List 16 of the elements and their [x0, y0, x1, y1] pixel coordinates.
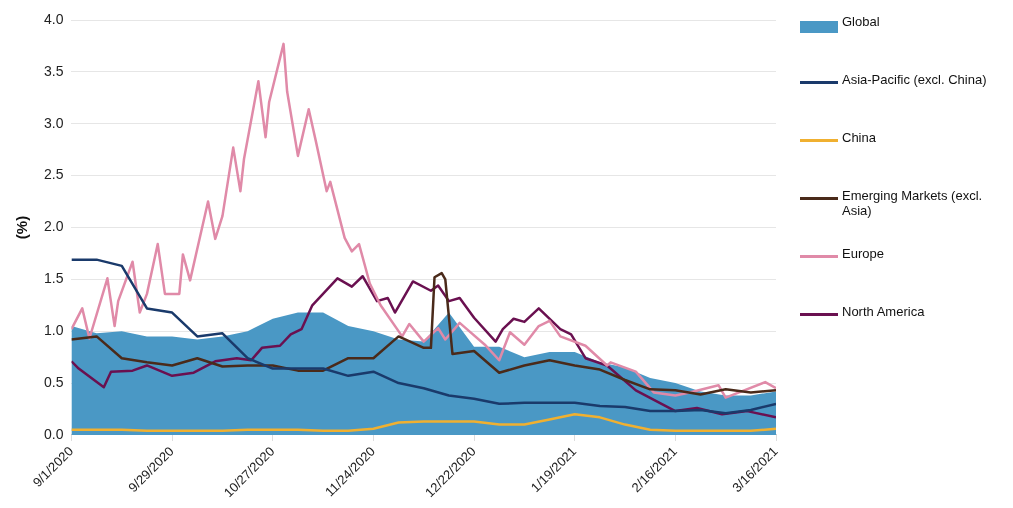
legend-label: North America [842, 304, 925, 319]
y-tick-label: 3.0 [43, 114, 64, 131]
legend-label: Asia-Pacific (excl. China) [842, 72, 987, 87]
y-tick-label: 2.0 [43, 218, 64, 235]
legend-label: China [842, 130, 876, 145]
legend-label: Global [842, 14, 880, 29]
y-tick-label: 3.5 [43, 62, 64, 79]
y-axis-title: (%) [13, 215, 31, 240]
y-tick-label: 2.5 [43, 166, 64, 183]
y-tick-label: 4.0 [43, 10, 64, 27]
y-tick-label: 0.5 [43, 373, 64, 390]
legend-label: Europe [842, 246, 884, 261]
legend-label: Emerging Markets (excl. Asia) [842, 188, 984, 218]
y-tick-label: 1.0 [43, 322, 64, 339]
y-tick-label: 0.0 [43, 425, 64, 442]
y-tick-label: 1.5 [43, 270, 64, 287]
